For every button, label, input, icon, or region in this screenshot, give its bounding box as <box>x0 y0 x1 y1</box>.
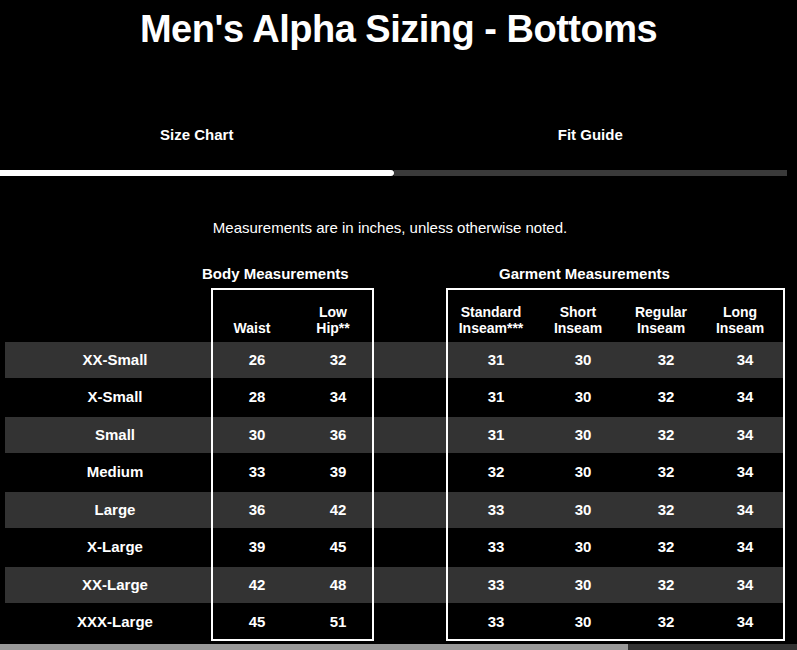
size-label: Large <box>95 492 136 528</box>
horizontal-scrollbar-track[interactable] <box>0 644 797 650</box>
low-hip-cell: 45 <box>330 529 347 565</box>
low-hip-cell: 51 <box>330 604 347 640</box>
long-inseam-cell: 34 <box>737 342 754 378</box>
column-header-standard-inseam: Standard Inseam*** <box>449 290 533 336</box>
regular-inseam-cell: 32 <box>658 379 675 415</box>
long-inseam-cell: 34 <box>737 379 754 415</box>
table-row: Medium 33 39 32 30 32 34 <box>5 454 785 490</box>
garment-measurements-label: Garment Measurements <box>499 265 670 282</box>
long-inseam-cell: 34 <box>737 567 754 603</box>
table-row: X-Large 39 45 33 30 32 34 <box>5 529 785 565</box>
standard-inseam-cell: 31 <box>488 342 505 378</box>
page-title: Men's Alpha Sizing - Bottoms <box>0 8 797 51</box>
standard-inseam-cell: 31 <box>488 379 505 415</box>
regular-inseam-cell: 32 <box>658 342 675 378</box>
short-inseam-cell: 30 <box>575 567 592 603</box>
short-inseam-cell: 30 <box>575 342 592 378</box>
standard-inseam-cell: 33 <box>488 492 505 528</box>
waist-cell: 39 <box>249 529 266 565</box>
units-note: Measurements are in inches, unless other… <box>0 219 780 236</box>
waist-cell: 33 <box>249 454 266 490</box>
tab-bar: Size Chart Fit Guide <box>0 126 787 148</box>
long-inseam-cell: 34 <box>737 604 754 640</box>
waist-cell: 28 <box>249 379 266 415</box>
long-inseam-cell: 34 <box>737 454 754 490</box>
regular-inseam-cell: 32 <box>658 417 675 453</box>
low-hip-cell: 42 <box>330 492 347 528</box>
regular-inseam-cell: 32 <box>658 454 675 490</box>
table-row: XXX-Large 45 51 33 30 32 34 <box>5 604 785 640</box>
inactive-tab-indicator <box>394 170 788 176</box>
active-tab-indicator <box>0 170 394 176</box>
regular-inseam-cell: 32 <box>658 567 675 603</box>
waist-cell: 30 <box>249 417 266 453</box>
waist-cell: 26 <box>249 342 266 378</box>
low-hip-cell: 39 <box>330 454 347 490</box>
short-inseam-cell: 30 <box>575 417 592 453</box>
tab-fit-guide[interactable]: Fit Guide <box>394 126 788 148</box>
column-header-low-hip: Low Hip** <box>301 290 365 336</box>
standard-inseam-cell: 33 <box>488 567 505 603</box>
regular-inseam-cell: 32 <box>658 604 675 640</box>
waist-cell: 42 <box>249 567 266 603</box>
table-row: XX-Large 42 48 33 30 32 34 <box>5 567 785 603</box>
size-label: XXX-Large <box>77 604 153 640</box>
size-label: Small <box>95 417 135 453</box>
short-inseam-cell: 30 <box>575 604 592 640</box>
short-inseam-cell: 30 <box>575 379 592 415</box>
tab-size-chart[interactable]: Size Chart <box>0 126 394 148</box>
size-label: X-Small <box>87 379 142 415</box>
size-chart-page: Men's Alpha Sizing - Bottoms Size Chart … <box>0 0 797 650</box>
long-inseam-cell: 34 <box>737 417 754 453</box>
low-hip-cell: 34 <box>330 379 347 415</box>
table-row: XX-Small 26 32 31 30 32 34 <box>5 342 785 378</box>
regular-inseam-cell: 32 <box>658 492 675 528</box>
column-header-waist: Waist <box>222 290 282 336</box>
size-label: XX-Small <box>82 342 147 378</box>
long-inseam-cell: 34 <box>737 492 754 528</box>
standard-inseam-cell: 33 <box>488 604 505 640</box>
waist-cell: 45 <box>249 604 266 640</box>
table-row: Small 30 36 31 30 32 34 <box>5 417 785 453</box>
short-inseam-cell: 30 <box>575 529 592 565</box>
low-hip-cell: 48 <box>330 567 347 603</box>
standard-inseam-cell: 33 <box>488 529 505 565</box>
tab-underline <box>0 170 787 176</box>
short-inseam-cell: 30 <box>575 454 592 490</box>
size-label: X-Large <box>87 529 143 565</box>
column-header-short-inseam: Short Inseam <box>546 290 610 336</box>
waist-cell: 36 <box>249 492 266 528</box>
horizontal-scrollbar-thumb[interactable] <box>0 644 628 650</box>
short-inseam-cell: 30 <box>575 492 592 528</box>
long-inseam-cell: 34 <box>737 529 754 565</box>
table-row: X-Small 28 34 31 30 32 34 <box>5 379 785 415</box>
table-row: Large 36 42 33 30 32 34 <box>5 492 785 528</box>
column-header-long-inseam: Long Inseam <box>708 290 772 336</box>
size-label: Medium <box>87 454 144 490</box>
low-hip-cell: 36 <box>330 417 347 453</box>
column-header-regular-inseam: Regular Inseam <box>626 290 696 336</box>
standard-inseam-cell: 31 <box>488 417 505 453</box>
size-label: XX-Large <box>82 567 148 603</box>
body-measurements-label: Body Measurements <box>202 265 349 282</box>
regular-inseam-cell: 32 <box>658 529 675 565</box>
low-hip-cell: 32 <box>330 342 347 378</box>
standard-inseam-cell: 32 <box>488 454 505 490</box>
